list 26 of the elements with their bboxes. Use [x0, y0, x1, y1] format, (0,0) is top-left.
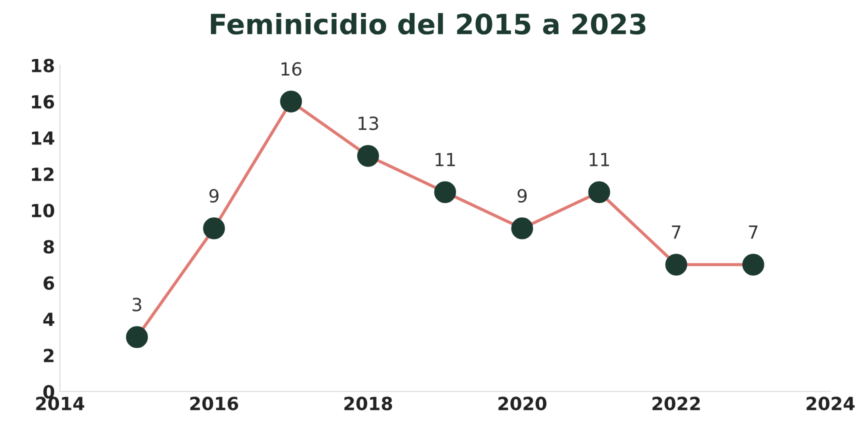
- x-tick-label: 2018: [344, 396, 392, 410]
- y-tick-label: 12: [32, 167, 54, 181]
- y-tick-label: 18: [32, 58, 54, 72]
- x-tick-label: 2022: [652, 396, 700, 410]
- chart-title: Feminicidio del 2015 a 2023: [210, 13, 646, 35]
- x-tick-label: 2016: [190, 396, 238, 410]
- data-label: 9: [518, 188, 527, 203]
- x-tick-label: 2014: [36, 396, 84, 410]
- y-tick-label: 8: [44, 240, 54, 254]
- data-label: 16: [282, 62, 302, 76]
- data-label: 3: [132, 298, 142, 312]
- data-label: 13: [358, 116, 378, 130]
- y-tick-label: 16: [32, 94, 54, 109]
- y-tick-label: 0: [43, 384, 54, 399]
- data-label: 7: [672, 225, 680, 239]
- y-tick-label: 6: [44, 276, 54, 290]
- y-tick-label: 10: [32, 204, 54, 218]
- data-label: 11: [436, 152, 455, 166]
- y-tick-label: 14: [32, 131, 54, 145]
- y-tick-label: 4: [43, 312, 54, 326]
- data-label: 9: [209, 188, 218, 203]
- data-label: 11: [590, 152, 610, 166]
- y-tick-label: 2: [44, 348, 54, 362]
- x-tick-label: 2020: [498, 396, 546, 410]
- x-tick-label: 2024: [806, 396, 855, 410]
- data-label: 7: [749, 225, 758, 239]
